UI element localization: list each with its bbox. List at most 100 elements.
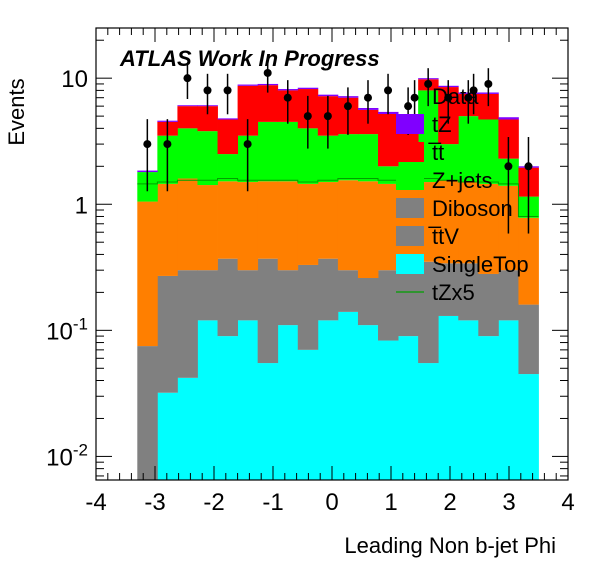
legend-label-0: Data <box>432 84 479 109</box>
bar-zjets-17 <box>478 183 499 274</box>
x-tick-label-5: 1 <box>384 489 397 516</box>
legend-swatch-6 <box>396 254 424 274</box>
bar-zjets-15 <box>438 180 459 264</box>
bar-tz-6 <box>257 85 279 122</box>
bar-ttv-3 <box>197 270 218 321</box>
bar-tt-3 <box>197 131 218 186</box>
bar-ttv-12 <box>378 270 399 341</box>
x-tick-label-7: 3 <box>502 489 515 516</box>
bar-zjets-9 <box>317 182 339 259</box>
bar-tzx5-9 <box>317 94 339 97</box>
bar-zjets-6 <box>257 181 279 259</box>
data-point-18 <box>504 162 513 171</box>
bar-zjets-12 <box>378 183 399 271</box>
bar-singletop-3 <box>197 320 218 480</box>
legend-label-4: Diboson <box>432 196 513 221</box>
bar-tz-2 <box>177 106 198 129</box>
bar-singletop-15 <box>438 315 459 480</box>
bar-tt-17 <box>478 119 499 184</box>
x-tick-label-0: -4 <box>85 489 106 516</box>
bar-singletop-16 <box>458 320 479 480</box>
legend-swatch-5 <box>396 226 424 246</box>
legend-swatch-4 <box>396 198 424 218</box>
bar-zjets-10 <box>337 180 359 271</box>
bar-tz-4 <box>217 119 238 155</box>
bar-ttv-19 <box>518 304 539 375</box>
legend-label-1: tZ <box>432 112 452 137</box>
bar-ttv-5 <box>237 270 259 321</box>
bar-singletop-6 <box>257 363 279 480</box>
bar-singletop-1 <box>157 392 178 480</box>
signal-line-layer <box>137 178 539 217</box>
bar-zjets-16 <box>458 182 479 264</box>
bar-singletop-7 <box>277 325 299 480</box>
bar-zjets-7 <box>277 181 299 271</box>
bar-tt-12 <box>378 166 399 184</box>
data-point-9 <box>323 112 332 121</box>
data-point-19 <box>524 162 533 171</box>
legend-label-3: Z+jets <box>432 168 493 193</box>
bar-zjets-19 <box>518 217 539 305</box>
data-point-17 <box>484 79 493 88</box>
bar-ttv-9 <box>317 258 339 321</box>
bar-ttv-13 <box>398 273 419 337</box>
bar-ttv-1 <box>157 275 178 393</box>
bar-tt-8 <box>297 128 319 184</box>
bar-tt-10 <box>337 134 359 181</box>
bar-tzx5-18 <box>498 117 519 120</box>
bar-zjets-5 <box>237 182 259 271</box>
data-point-11 <box>363 93 372 102</box>
x-tick-label-6: 2 <box>443 489 456 516</box>
y-axis-title: Events <box>4 78 29 145</box>
stacked-histograms <box>137 78 539 480</box>
bar-tzx5-5 <box>237 84 259 86</box>
bar-ttv-8 <box>297 264 319 350</box>
bar-tt-2 <box>177 128 198 179</box>
bar-ttv-7 <box>277 270 299 326</box>
data-point-4 <box>223 86 232 95</box>
bar-singletop-19 <box>518 374 539 480</box>
atlas-label: ATLAS Work In Progress <box>119 46 380 71</box>
legend-swatch-1 <box>396 114 424 134</box>
legend-swatch-2 <box>396 142 424 162</box>
bar-singletop-9 <box>317 320 339 480</box>
legend-label-2: t̅t <box>428 140 444 165</box>
data-point-14 <box>424 79 433 88</box>
x-tick-label-8: 4 <box>561 489 574 516</box>
bar-ttv-6 <box>257 258 279 364</box>
bar-tz-3 <box>197 106 218 132</box>
data-point-10 <box>343 102 352 111</box>
bar-ttv-17 <box>478 273 499 337</box>
bar-zjets-14 <box>418 182 439 262</box>
data-point-12 <box>384 86 393 95</box>
legend-label-5: t̅tV <box>428 224 459 249</box>
bar-singletop-4 <box>217 336 238 480</box>
bar-tzx5-4 <box>217 118 238 120</box>
bar-tz-5 <box>237 85 259 136</box>
data-point-15 <box>444 93 453 102</box>
bar-singletop-2 <box>177 377 198 480</box>
bar-tt-9 <box>317 135 339 183</box>
bar-zjets-4 <box>217 181 238 259</box>
x-tick-label-2: -2 <box>203 489 224 516</box>
data-point-20 <box>410 93 419 102</box>
bar-tt-4 <box>217 154 238 182</box>
bar-ttv-14 <box>418 261 439 364</box>
data-point-16 <box>464 93 473 102</box>
data-point-8 <box>303 112 312 121</box>
bar-zjets-0 <box>137 201 158 347</box>
legend-label-7: tZx5 <box>432 280 475 305</box>
bar-tt-11 <box>357 134 379 182</box>
x-tick-label-1: -3 <box>144 489 165 516</box>
bar-ttv-18 <box>498 270 519 321</box>
bar-ttv-4 <box>217 258 238 337</box>
bar-tt-16 <box>458 116 479 183</box>
data-point-21 <box>469 86 478 95</box>
bar-tt-6 <box>257 121 279 182</box>
legend-label-6: SingleTop <box>432 252 529 277</box>
bar-singletop-10 <box>337 311 359 480</box>
x-tick-label-3: -1 <box>262 489 283 516</box>
bar-ttv-11 <box>357 278 379 326</box>
bar-tzx5-8 <box>297 87 319 90</box>
